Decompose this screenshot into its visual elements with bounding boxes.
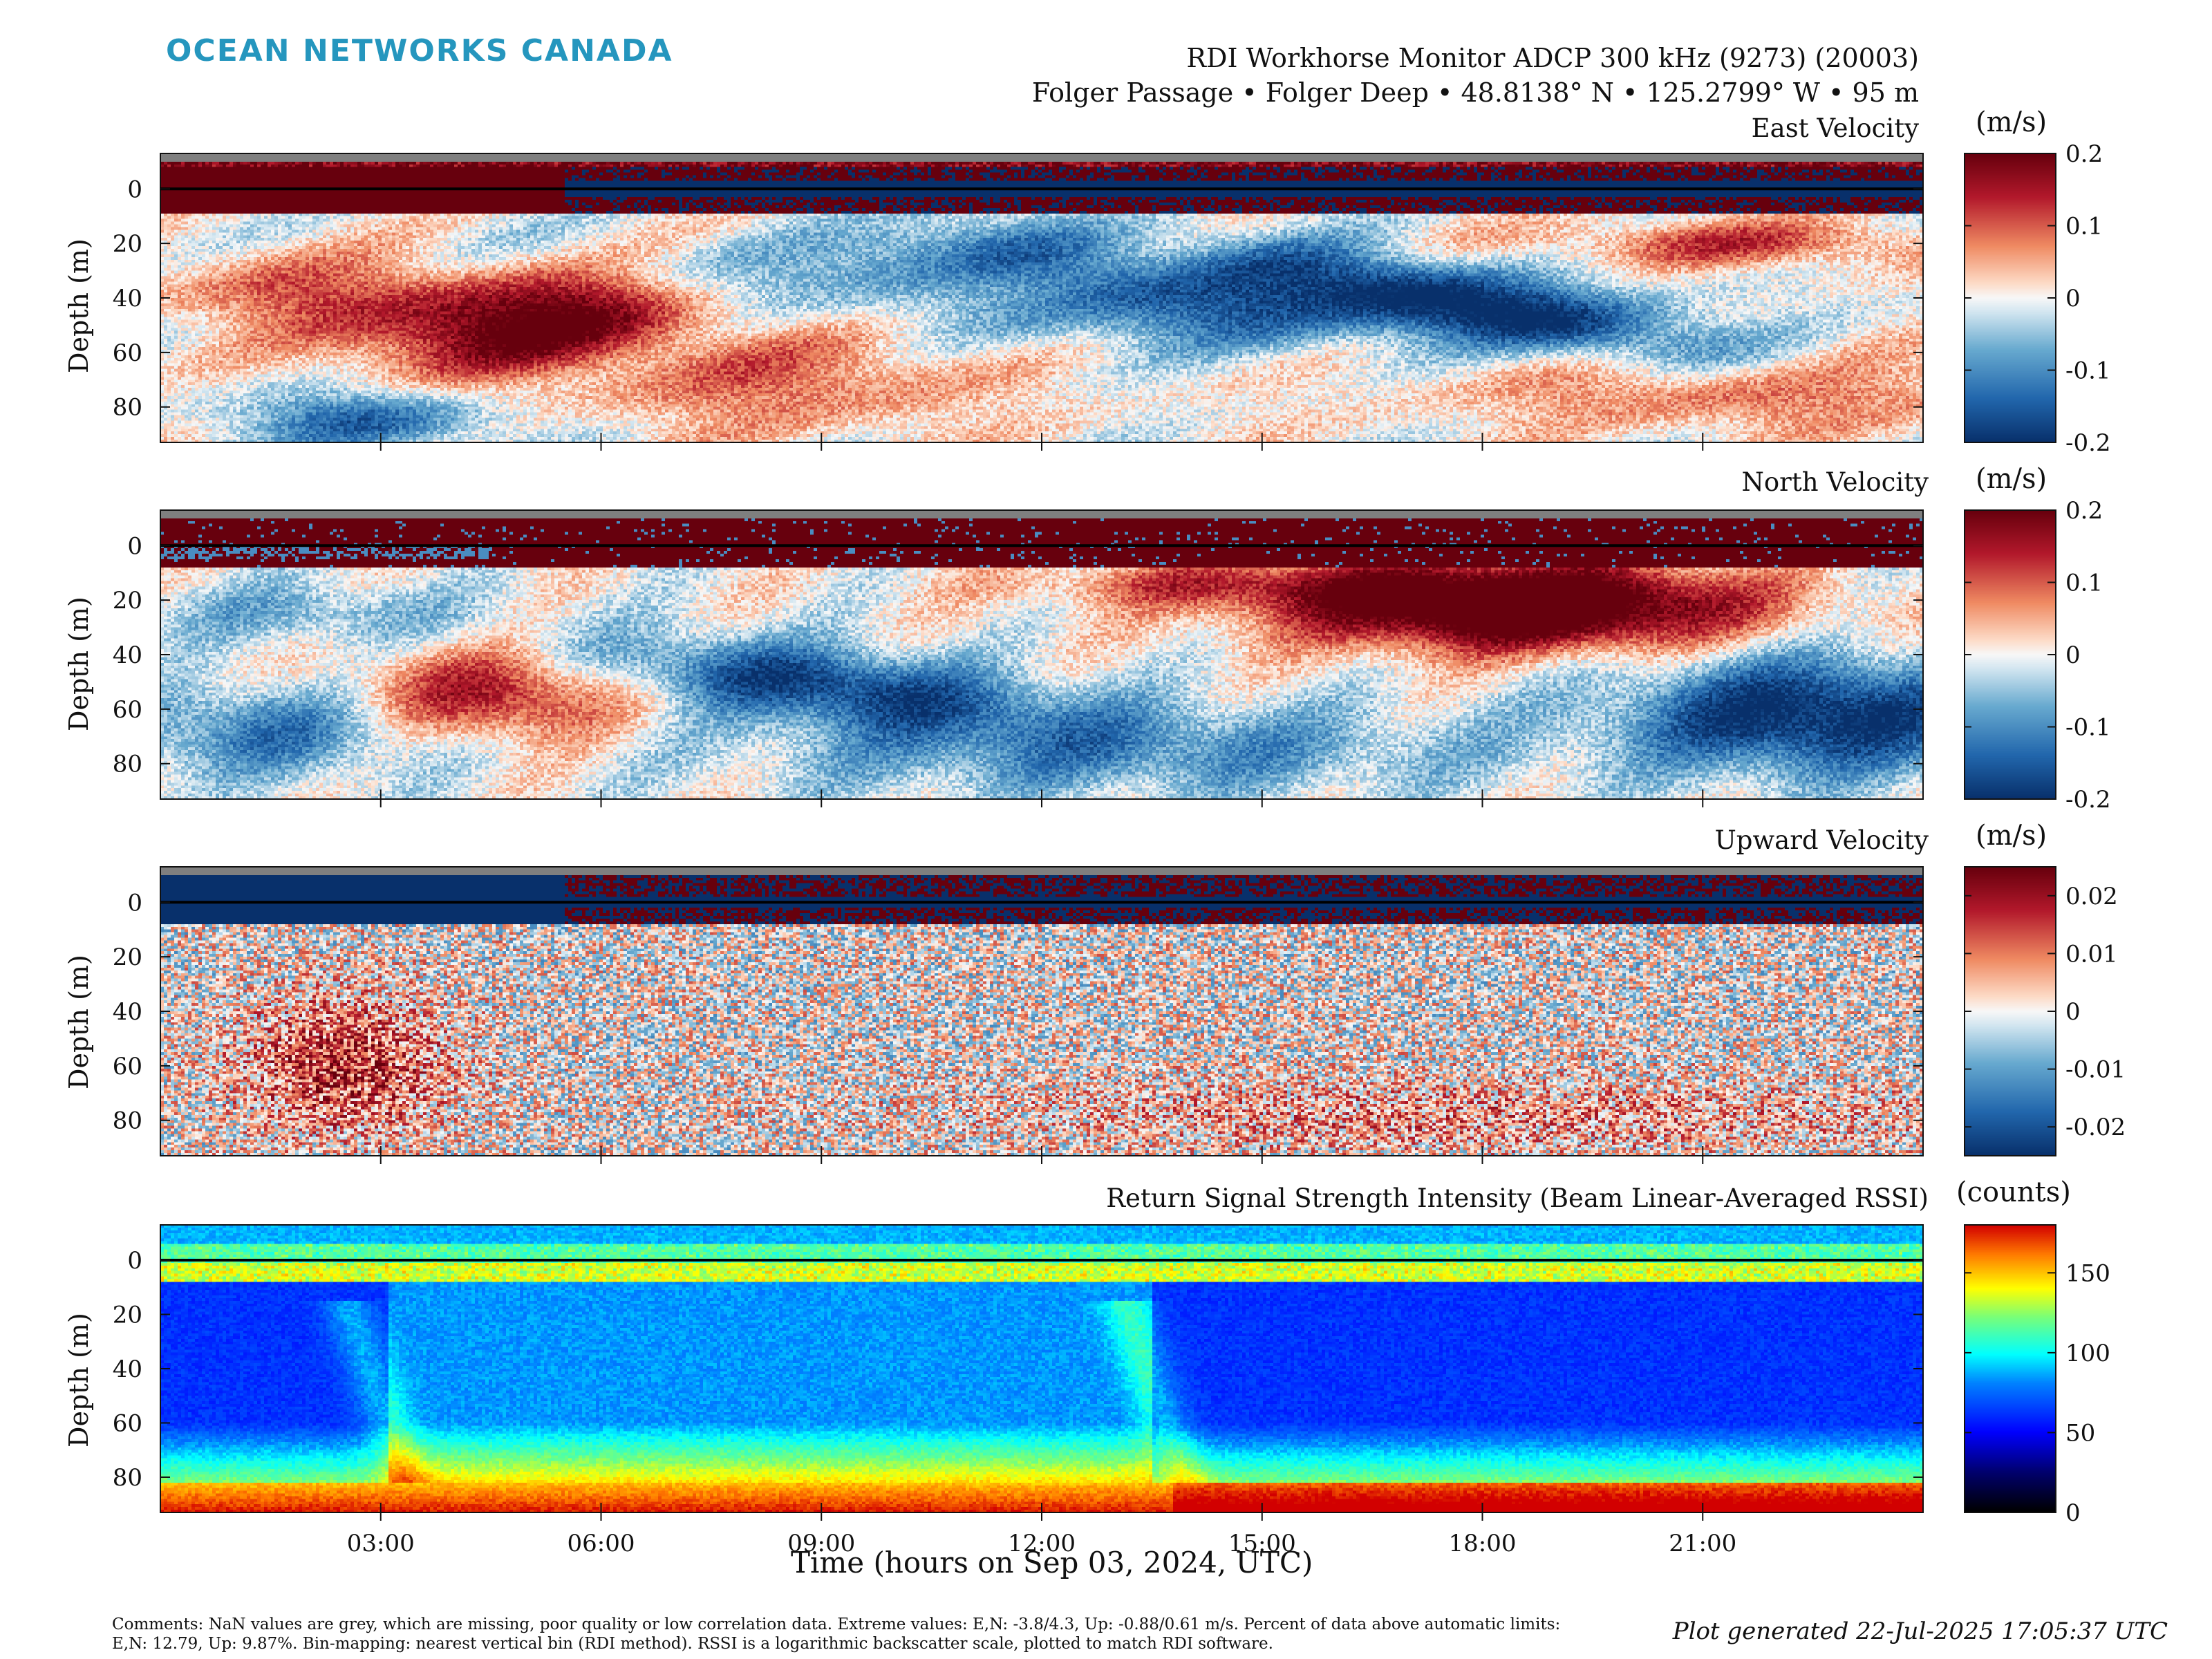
heatmap-east-velocity	[160, 153, 1923, 442]
colorbar-rssi	[1965, 1225, 2056, 1512]
heatmap-north-velocity	[160, 510, 1923, 799]
ytick-label-2-0: 0	[127, 889, 142, 917]
ytick-label-2-60: 60	[113, 1053, 142, 1080]
colorbar-label-0-0: 0	[2065, 285, 2081, 312]
ytick-label-1-40: 40	[113, 641, 142, 669]
onc-logo: OCEAN NETWORKS CANADA	[166, 33, 673, 68]
xlabel-time: Time (hours on Sep 03, 2024, UTC)	[791, 1546, 1313, 1580]
colorbar-frame-1	[1964, 509, 2056, 800]
colorbar-label-3-50: 50	[2065, 1419, 2095, 1447]
ytick-label-3-0: 0	[127, 1247, 142, 1275]
colorbar-label-2--0.01: -0.01	[2065, 1056, 2126, 1084]
ytick-label-2-40: 40	[113, 998, 142, 1026]
colorbar-label-0-0.1: 0.1	[2065, 213, 2103, 241]
colorbar-upward	[1965, 867, 2056, 1156]
plot-frame-1	[160, 509, 1924, 800]
ytick-label-3-80: 80	[113, 1464, 142, 1492]
ytick-label-3-40: 40	[113, 1356, 142, 1383]
panel-title-rssi: Return Signal Strength Intensity (Beam L…	[1106, 1183, 1929, 1213]
colorbar-label-2-0: 0	[2065, 998, 2081, 1026]
ytick-label-3-60: 60	[113, 1409, 142, 1437]
ytick-label-2-80: 80	[113, 1107, 142, 1135]
xtick-label-0900: 09:00	[787, 1530, 855, 1557]
xtick-label-1500: 15:00	[1228, 1530, 1296, 1557]
plot-frame-3	[160, 1224, 1924, 1513]
panel-title-upward: Upward Velocity	[1714, 825, 1929, 855]
heatmap-upward-velocity	[160, 867, 1923, 1156]
ytick-label-0-40: 40	[113, 285, 142, 312]
generated-timestamp: Plot generated 22-Jul-2025 17:05:37 UTC	[1672, 1618, 2168, 1645]
colorbar-label-0--0.2: -0.2	[2065, 429, 2111, 457]
plot-frame-2	[160, 866, 1924, 1156]
ytick-label-1-0: 0	[127, 532, 142, 560]
colorbar-frame-0	[1964, 153, 2056, 443]
xtick-label-0300: 03:00	[347, 1530, 415, 1557]
colorbar-frame-2	[1964, 866, 2056, 1156]
panel-title-east: East Velocity	[1751, 113, 1919, 143]
ytick-label-0-80: 80	[113, 394, 142, 422]
ytick-label-0-0: 0	[127, 176, 142, 203]
colorbar-unit-upward: (m/s)	[1976, 820, 2047, 852]
xtick-label-2100: 21:00	[1669, 1530, 1736, 1557]
ytick-label-0-20: 20	[113, 230, 142, 258]
colorbar-label-0-0.2: 0.2	[2065, 140, 2103, 168]
ytick-label-0-60: 60	[113, 339, 142, 367]
colorbar-north	[1965, 510, 2056, 799]
xtick-label-1800: 18:00	[1449, 1530, 1517, 1557]
colorbar-label-2--0.02: -0.02	[2065, 1114, 2126, 1141]
plot-frame-0	[160, 153, 1924, 443]
colorbar-unit-north: (m/s)	[1976, 463, 2047, 495]
colorbar-label-3-100: 100	[2065, 1340, 2110, 1367]
colorbar-label-2-0.02: 0.02	[2065, 883, 2118, 910]
xtick-label-1200: 12:00	[1008, 1530, 1076, 1557]
location-subtitle: Folger Passage • Folger Deep • 48.8138° …	[1031, 77, 1919, 108]
ytick-label-3-20: 20	[113, 1302, 142, 1329]
ytick-label-1-60: 60	[113, 696, 142, 724]
instrument-title: RDI Workhorse Monitor ADCP 300 kHz (9273…	[1186, 43, 1919, 73]
colorbar-label-1-0: 0	[2065, 641, 2081, 669]
colorbar-frame-3	[1964, 1224, 2056, 1513]
ytick-label-2-20: 20	[113, 944, 142, 971]
ytick-label-1-20: 20	[113, 587, 142, 615]
ytick-label-1-80: 80	[113, 751, 142, 778]
colorbar-label-1--0.1: -0.1	[2065, 714, 2111, 742]
colorbar-label-3-0: 0	[2065, 1499, 2081, 1527]
colorbar-label-1--0.2: -0.2	[2065, 786, 2111, 814]
colorbar-label-3-150: 150	[2065, 1259, 2110, 1287]
colorbar-unit-rssi: (counts)	[1956, 1177, 2071, 1208]
xtick-label-0600: 06:00	[568, 1530, 635, 1557]
panel-title-north: North Velocity	[1741, 467, 1929, 497]
colorbar-label-1-0.1: 0.1	[2065, 570, 2103, 597]
comments-footer: Comments: NaN values are grey, which are…	[112, 1615, 1561, 1653]
colorbar-label-1-0.2: 0.2	[2065, 497, 2103, 525]
colorbar-label-0--0.1: -0.1	[2065, 357, 2111, 385]
heatmap-rssi	[160, 1225, 1923, 1512]
colorbar-east	[1965, 153, 2056, 442]
colorbar-unit-east: (m/s)	[1976, 106, 2047, 138]
colorbar-label-2-0.01: 0.01	[2065, 940, 2118, 968]
